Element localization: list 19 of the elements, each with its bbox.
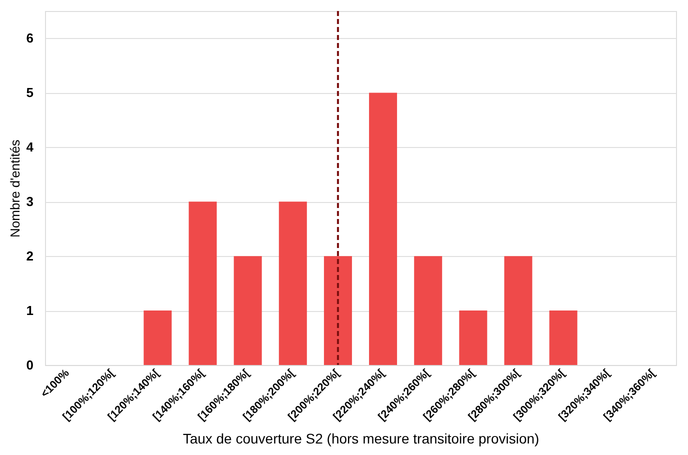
bar: [188, 202, 217, 365]
bar: [278, 202, 307, 365]
bar: [369, 92, 398, 365]
bar: [414, 256, 442, 365]
bar: [504, 256, 532, 365]
y-tick-label: 0: [26, 358, 34, 372]
bar: [324, 256, 352, 365]
y-tick-label: 2: [26, 248, 34, 264]
bar: [144, 310, 172, 365]
y-tick-label: 5: [26, 85, 34, 100]
bar: [459, 310, 488, 365]
y-axis-title: Nombre d'entités: [7, 139, 22, 238]
y-tick-label: 4: [26, 140, 34, 155]
bar: [549, 310, 578, 365]
y-tick-label: 6: [26, 30, 34, 46]
x-axis-title: Taux de couverture S2 (hors mesure transitoire provision): [182, 430, 540, 447]
bar: [234, 256, 262, 365]
y-tick-label: 1: [26, 303, 34, 318]
y-tick-label: 3: [26, 194, 34, 210]
